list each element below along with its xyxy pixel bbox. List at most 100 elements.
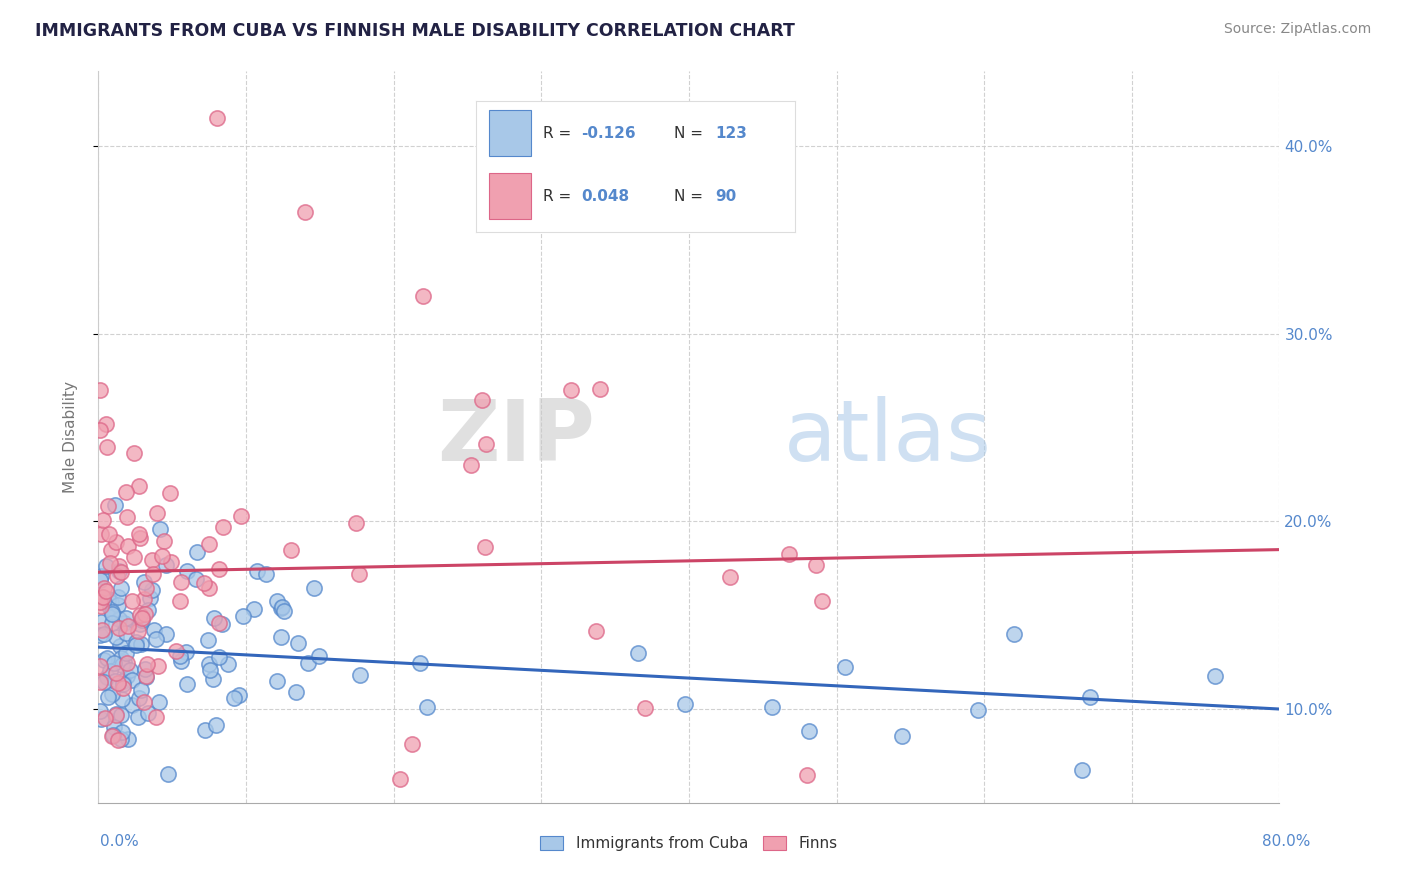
Text: 0.0%: 0.0% bbox=[100, 834, 139, 849]
Point bbox=[108, 640, 131, 654]
Point bbox=[115, 484, 138, 499]
Point bbox=[135, 582, 157, 596]
Point bbox=[124, 446, 146, 460]
Point bbox=[761, 699, 783, 714]
Point bbox=[186, 572, 208, 586]
Point bbox=[176, 565, 198, 579]
Point bbox=[111, 677, 134, 691]
Point bbox=[108, 559, 131, 574]
Point bbox=[474, 540, 496, 554]
Point bbox=[107, 598, 129, 612]
Point bbox=[141, 583, 163, 598]
Point bbox=[205, 112, 228, 126]
Y-axis label: Male Disability: Male Disability bbox=[63, 381, 77, 493]
Point bbox=[89, 704, 111, 718]
Point bbox=[108, 621, 131, 635]
Point bbox=[834, 660, 856, 674]
Point bbox=[208, 649, 231, 664]
Point bbox=[673, 697, 696, 711]
Point bbox=[159, 486, 181, 500]
Point bbox=[100, 607, 122, 622]
Point bbox=[270, 601, 292, 615]
Point bbox=[170, 654, 193, 668]
Point bbox=[344, 516, 367, 530]
Point bbox=[148, 695, 170, 709]
Point bbox=[142, 567, 165, 582]
Point bbox=[416, 700, 439, 714]
Point bbox=[107, 733, 129, 747]
Point bbox=[135, 670, 157, 684]
Point bbox=[90, 624, 112, 638]
Point bbox=[98, 556, 121, 570]
Point bbox=[100, 595, 122, 609]
Point bbox=[97, 527, 120, 541]
Point bbox=[409, 656, 432, 670]
Point bbox=[228, 689, 250, 703]
Point bbox=[246, 564, 269, 578]
Point bbox=[129, 637, 152, 651]
Point bbox=[135, 668, 157, 682]
Point bbox=[152, 533, 174, 548]
Point bbox=[101, 729, 124, 743]
Text: Source: ZipAtlas.com: Source: ZipAtlas.com bbox=[1223, 22, 1371, 37]
Point bbox=[285, 685, 308, 699]
Point bbox=[111, 691, 134, 706]
Point bbox=[91, 590, 114, 604]
Point bbox=[117, 732, 139, 747]
Point bbox=[169, 593, 191, 607]
Point bbox=[114, 611, 136, 625]
Point bbox=[93, 653, 115, 667]
Point bbox=[110, 731, 132, 746]
Point bbox=[720, 570, 742, 584]
Point bbox=[96, 651, 118, 665]
Point bbox=[297, 657, 319, 671]
Point bbox=[193, 576, 215, 591]
Point bbox=[186, 545, 208, 559]
Point bbox=[170, 574, 193, 589]
Point bbox=[112, 673, 135, 688]
Point bbox=[1078, 690, 1101, 704]
Point bbox=[104, 534, 127, 549]
Point bbox=[90, 712, 112, 726]
Point bbox=[134, 662, 156, 676]
Point bbox=[146, 658, 169, 673]
Point bbox=[797, 724, 820, 739]
Point bbox=[103, 720, 125, 734]
Point bbox=[101, 687, 124, 701]
Point bbox=[90, 615, 112, 629]
Point bbox=[89, 659, 111, 673]
Point bbox=[89, 595, 111, 609]
Point bbox=[94, 559, 117, 574]
Point bbox=[101, 728, 124, 742]
Point bbox=[108, 612, 131, 626]
Point bbox=[129, 607, 152, 622]
Point bbox=[266, 673, 288, 688]
Point bbox=[349, 667, 371, 681]
Point bbox=[205, 717, 228, 731]
Point bbox=[107, 590, 129, 604]
Point bbox=[294, 205, 316, 219]
Point bbox=[110, 582, 132, 596]
Point bbox=[136, 706, 159, 721]
Point bbox=[112, 656, 135, 670]
Point bbox=[145, 710, 167, 724]
Point bbox=[103, 656, 125, 670]
Point bbox=[891, 729, 914, 743]
Point bbox=[401, 737, 423, 751]
Point bbox=[129, 531, 152, 545]
Point bbox=[104, 706, 127, 721]
Point bbox=[89, 383, 111, 397]
Point bbox=[806, 558, 828, 572]
Point bbox=[157, 766, 180, 780]
Point bbox=[150, 549, 173, 564]
Point bbox=[89, 675, 111, 690]
Point bbox=[270, 630, 292, 644]
Point bbox=[101, 606, 124, 620]
Point bbox=[96, 584, 118, 599]
Point bbox=[160, 555, 183, 569]
Legend: Immigrants from Cuba, Finns: Immigrants from Cuba, Finns bbox=[534, 830, 844, 857]
Point bbox=[208, 562, 231, 576]
Point bbox=[90, 599, 112, 613]
Point bbox=[174, 644, 197, 658]
Point bbox=[117, 619, 139, 633]
